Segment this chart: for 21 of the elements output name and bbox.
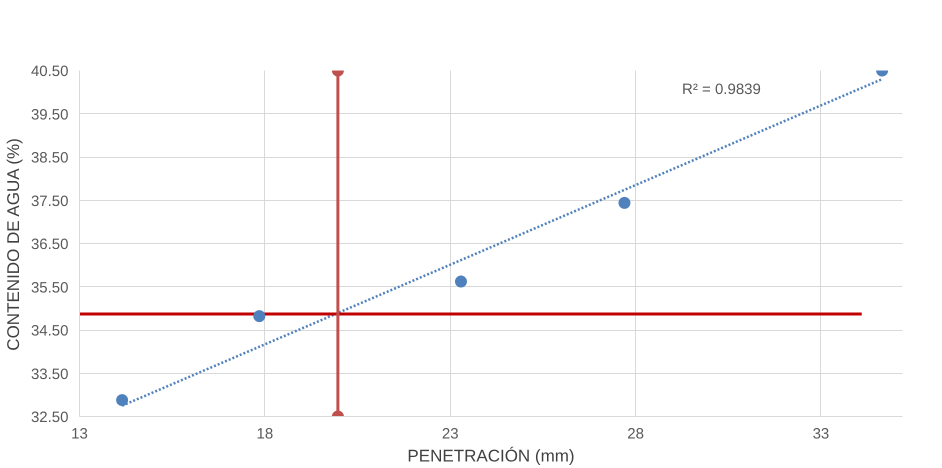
y-tick-label: 35.50 xyxy=(30,279,69,296)
x-tick-label: 23 xyxy=(442,426,459,442)
y-tick-label: 32.50 xyxy=(30,409,69,426)
point xyxy=(618,196,630,209)
y-tick-label: 40.50 xyxy=(30,63,69,80)
x-tick-label: 28 xyxy=(627,426,644,442)
point xyxy=(116,394,128,406)
y-tick-label: 36.50 xyxy=(30,236,69,253)
point xyxy=(253,310,266,322)
point xyxy=(454,276,467,288)
y-tick-label: 38.50 xyxy=(30,150,69,166)
y-tick-label: 33.50 xyxy=(30,366,69,383)
y-tick-label: 34.50 xyxy=(30,322,69,340)
x-tick-label: 13 xyxy=(71,426,88,442)
x-axis-title: PENETRACIÓN (mm) xyxy=(407,446,575,466)
annotation: R² = 0.9839 xyxy=(682,81,761,98)
y-axis-title: CONTENIDO DE AGUA (%) xyxy=(4,138,23,351)
x-tick-label: 18 xyxy=(256,426,274,442)
y-tick-label: 39.50 xyxy=(30,106,69,124)
y-tick-label: 37.50 xyxy=(30,192,69,210)
x-tick-label: 33 xyxy=(812,426,830,442)
